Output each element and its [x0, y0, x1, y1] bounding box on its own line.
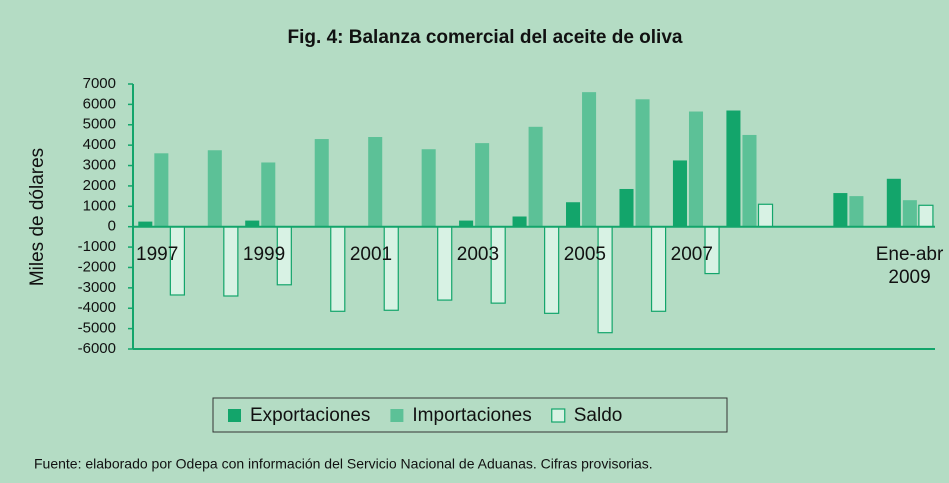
x-tick-label: 2007	[670, 243, 713, 265]
bar	[368, 137, 383, 227]
x-tick-label: 1999	[242, 243, 286, 265]
bar	[314, 139, 329, 227]
legend-box	[212, 397, 728, 433]
legend-label: Exportaciones	[250, 405, 370, 426]
footnote: Fuente: elaborado por Odepa con informac…	[34, 456, 653, 472]
bar	[138, 221, 153, 227]
bar	[635, 99, 650, 227]
y-axis-title: Miles de dólares	[27, 148, 48, 286]
bar	[918, 204, 934, 228]
legend-swatch	[228, 409, 241, 422]
bar	[688, 111, 704, 227]
y-tick-label: 3000	[83, 157, 116, 174]
bar	[582, 92, 597, 227]
bar	[742, 134, 757, 227]
x-tick-label-box: 2005	[563, 243, 606, 265]
bar	[459, 220, 474, 227]
chart-title: Fig. 4: Balanza comercial del aceite de …	[288, 27, 683, 48]
x-tick-label-box: 1997	[136, 243, 179, 265]
legend-swatch	[390, 409, 404, 422]
bar	[421, 149, 436, 227]
bar	[261, 162, 276, 227]
y-tick-label: -1000	[78, 238, 116, 255]
bar	[245, 220, 260, 227]
x-tick-label: 2003	[456, 243, 500, 265]
y-tick-label: 7000	[83, 75, 116, 92]
y-tick-label: 4000	[83, 136, 116, 153]
bar	[154, 153, 169, 227]
y-tick-label: 6000	[83, 95, 116, 112]
y-tick-label: 1000	[83, 197, 116, 214]
y-tick-label: 5000	[83, 116, 116, 133]
bar	[757, 203, 774, 228]
x-tick-label-box: Ene-abr 2009	[875, 243, 944, 288]
x-tick-label: 2005	[563, 243, 606, 265]
y-tick-label: 2000	[83, 177, 116, 194]
x-tick-label: Ene-abr 2009	[875, 243, 944, 288]
bar	[902, 200, 917, 227]
bar	[512, 216, 527, 227]
y-tick-label: -6000	[78, 340, 116, 357]
bar	[672, 160, 687, 227]
x-tick-label-box: 2003	[456, 243, 500, 265]
bar	[207, 150, 222, 227]
legend-swatch	[551, 408, 566, 423]
y-tick-label: 0	[108, 218, 116, 235]
bar	[886, 178, 901, 227]
bar	[475, 143, 490, 227]
bar	[566, 202, 581, 227]
bar	[726, 110, 741, 227]
x-tick-label: 1997	[136, 243, 179, 265]
x-tick-label-box: 2007	[670, 243, 713, 265]
legend-label: Importaciones	[412, 405, 531, 426]
y-tick-label: -3000	[78, 279, 116, 296]
y-tick-label: -4000	[78, 299, 116, 316]
bar	[849, 196, 864, 227]
legend-label: Saldo	[574, 405, 623, 426]
bar	[833, 193, 848, 227]
x-tick-label-box: 1999	[242, 243, 286, 265]
bar	[619, 188, 634, 227]
x-tick-label-box: 2001	[349, 243, 393, 265]
bar	[528, 126, 543, 227]
x-tick-label: 2001	[349, 243, 393, 265]
y-tick-label: -5000	[78, 320, 116, 337]
y-tick-label: -2000	[78, 258, 116, 275]
